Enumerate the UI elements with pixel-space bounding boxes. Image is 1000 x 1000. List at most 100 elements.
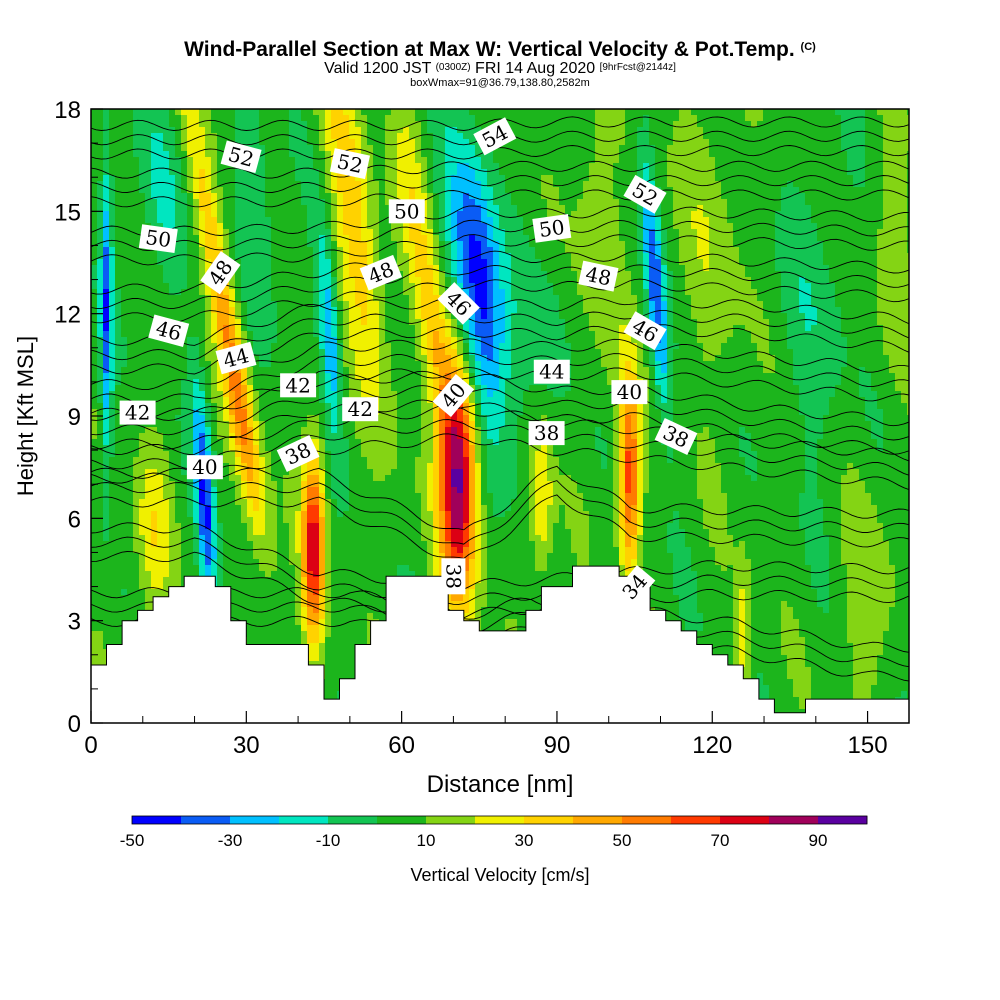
- velocity-cell: [745, 313, 752, 320]
- velocity-cell: [661, 313, 668, 320]
- velocity-cell: [589, 313, 596, 320]
- velocity-cell: [163, 187, 170, 194]
- velocity-cell: [277, 145, 284, 152]
- velocity-cell: [421, 163, 428, 170]
- velocity-cell: [553, 301, 560, 308]
- velocity-cell: [481, 313, 488, 320]
- velocity-cell: [295, 115, 302, 122]
- velocity-cell: [487, 175, 494, 182]
- velocity-cell: [457, 229, 464, 236]
- velocity-cell: [637, 145, 644, 152]
- velocity-cell: [313, 265, 320, 272]
- velocity-cell: [259, 115, 266, 122]
- velocity-cell: [787, 151, 794, 158]
- velocity-cell: [751, 259, 758, 266]
- velocity-cell: [331, 319, 338, 326]
- velocity-cell: [667, 319, 674, 326]
- velocity-cell: [547, 157, 554, 164]
- velocity-cell: [163, 283, 170, 290]
- velocity-cell: [385, 181, 392, 188]
- velocity-cell: [445, 109, 452, 116]
- velocity-cell: [115, 139, 122, 146]
- velocity-cell: [307, 199, 314, 206]
- velocity-cell: [163, 307, 170, 314]
- velocity-cell: [379, 115, 386, 122]
- velocity-cell: [463, 121, 470, 128]
- velocity-cell: [901, 307, 908, 314]
- velocity-cell: [331, 289, 338, 296]
- velocity-cell: [421, 301, 428, 308]
- velocity-cell: [145, 307, 152, 314]
- velocity-cell: [475, 193, 482, 200]
- velocity-cell: [871, 319, 878, 326]
- velocity-cell: [823, 307, 830, 314]
- velocity-cell: [781, 139, 788, 146]
- velocity-cell: [283, 115, 290, 122]
- velocity-cell: [691, 271, 698, 278]
- velocity-cell: [259, 133, 266, 140]
- velocity-cell: [601, 187, 608, 194]
- velocity-cell: [769, 277, 776, 284]
- velocity-cell: [865, 121, 872, 128]
- velocity-cell: [307, 109, 314, 116]
- velocity-cell: [595, 157, 602, 164]
- velocity-cell: [409, 247, 416, 254]
- velocity-cell: [799, 205, 806, 212]
- velocity-cell: [673, 175, 680, 182]
- velocity-cell: [319, 151, 326, 158]
- velocity-cell: [121, 205, 128, 212]
- velocity-cell: [781, 277, 788, 284]
- velocity-cell: [463, 235, 470, 242]
- velocity-cell: [463, 271, 470, 278]
- velocity-cell: [181, 241, 188, 248]
- velocity-cell: [283, 229, 290, 236]
- velocity-cell: [259, 187, 266, 194]
- velocity-cell: [649, 289, 656, 296]
- velocity-cell: [721, 271, 728, 278]
- velocity-cell: [187, 295, 194, 302]
- velocity-cell: [589, 121, 596, 128]
- velocity-cell: [823, 205, 830, 212]
- velocity-cell: [391, 229, 398, 236]
- velocity-cell: [715, 313, 722, 320]
- velocity-cell: [847, 277, 854, 284]
- velocity-cell: [811, 151, 818, 158]
- velocity-cell: [145, 127, 152, 134]
- velocity-cell: [685, 163, 692, 170]
- velocity-cell: [289, 169, 296, 176]
- velocity-cell: [829, 247, 836, 254]
- velocity-cell: [745, 187, 752, 194]
- velocity-cell: [427, 205, 434, 212]
- velocity-cell: [895, 271, 902, 278]
- velocity-cell: [823, 151, 830, 158]
- velocity-cell: [127, 151, 134, 158]
- velocity-cell: [607, 229, 614, 236]
- velocity-cell: [751, 169, 758, 176]
- velocity-cell: [631, 151, 638, 158]
- velocity-cell: [895, 187, 902, 194]
- velocity-cell: [835, 157, 842, 164]
- velocity-cell: [691, 265, 698, 272]
- velocity-cell: [697, 109, 704, 116]
- velocity-cell: [307, 319, 314, 326]
- velocity-cell: [211, 229, 218, 236]
- velocity-cell: [235, 265, 242, 272]
- velocity-cell: [205, 169, 212, 176]
- velocity-cell: [433, 319, 440, 326]
- velocity-cell: [217, 229, 224, 236]
- velocity-cell: [151, 115, 158, 122]
- velocity-cell: [277, 205, 284, 212]
- velocity-cell: [529, 175, 536, 182]
- velocity-cell: [109, 211, 116, 218]
- velocity-cell: [175, 109, 182, 116]
- velocity-cell: [217, 169, 224, 176]
- velocity-cell: [163, 199, 170, 206]
- velocity-cell: [121, 217, 128, 224]
- velocity-cell: [391, 133, 398, 140]
- velocity-cell: [433, 301, 440, 308]
- velocity-cell: [403, 193, 410, 200]
- velocity-cell: [607, 241, 614, 248]
- velocity-cell: [265, 229, 272, 236]
- velocity-cell: [685, 211, 692, 218]
- velocity-cell: [733, 295, 740, 302]
